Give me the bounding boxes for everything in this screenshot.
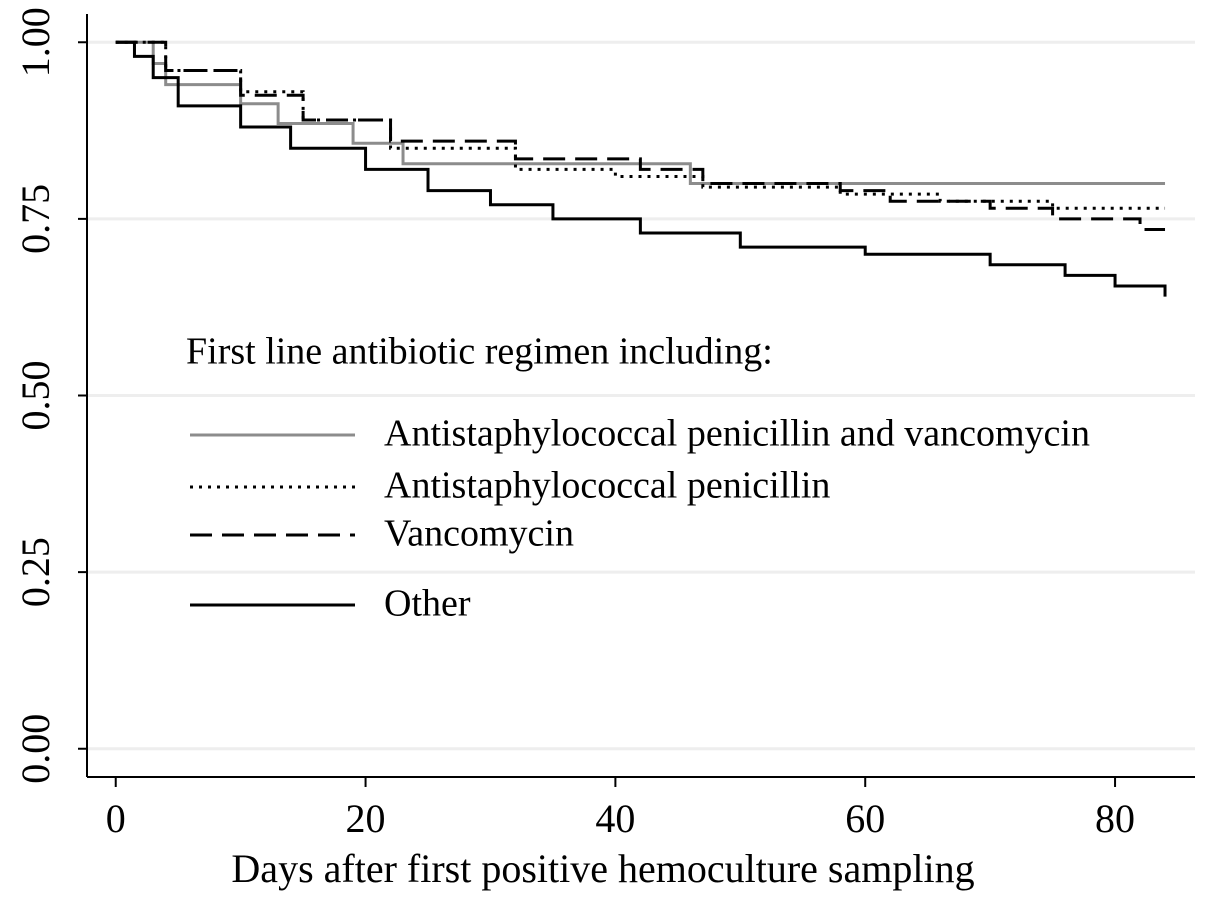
y-tick-label: 0.75 [13, 184, 58, 254]
x-tick-label: 80 [1095, 796, 1135, 841]
legend-label: Antistaphylococcal penicillin [384, 465, 830, 507]
x-axis-label: Days after first positive hemoculture sa… [231, 846, 974, 891]
survival-line [115, 40, 1166, 186]
legend-label: Other [384, 583, 471, 625]
legend-label: Antistaphylococcal penicillin and vancom… [384, 413, 1090, 455]
y-tick-label: 1.00 [13, 7, 58, 77]
legend-title: First line antibiotic regimen including: [186, 331, 773, 373]
survival-line [115, 40, 1167, 297]
y-tick-label: 0.25 [13, 537, 58, 607]
x-tick-label: 0 [106, 796, 126, 841]
x-tick-label: 40 [595, 796, 635, 841]
survival-line [115, 40, 1166, 231]
y-tick-label: 0.00 [13, 714, 58, 784]
x-tick-label: 60 [845, 796, 885, 841]
y-tick-label: 0.50 [13, 361, 58, 431]
legend-label: Vancomycin [384, 513, 574, 555]
x-tick-label: 20 [346, 796, 386, 841]
